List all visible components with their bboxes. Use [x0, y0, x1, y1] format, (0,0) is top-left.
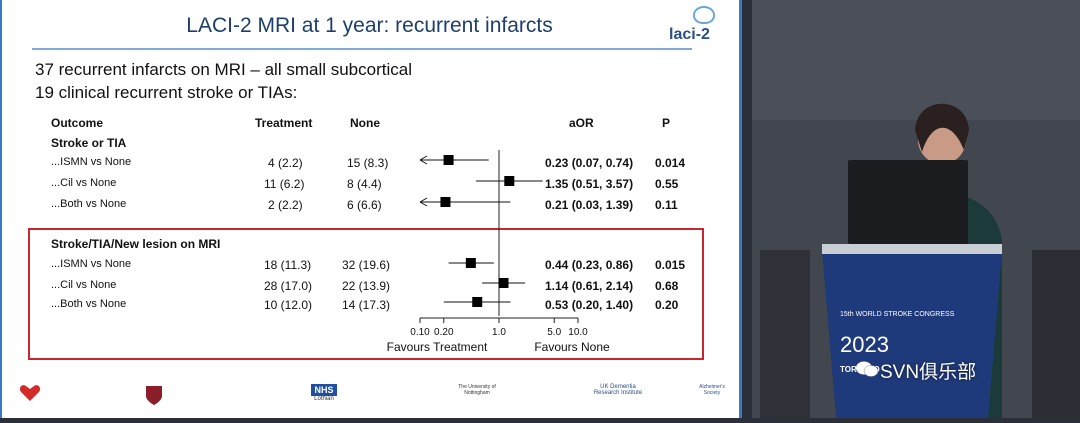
wechat-icon: [856, 361, 878, 377]
row-aor: 1.14 (0.61, 2.14): [545, 279, 634, 293]
summary-line-1: 37 recurrent infarcts on MRI – all small…: [35, 60, 412, 79]
row-treatment: 4 (2.2): [268, 156, 303, 170]
row-none: 6 (6.6): [347, 198, 382, 212]
row-none: 8 (4.4): [347, 177, 382, 191]
podium-text: 15th WORLD STROKE CONGRESS: [840, 311, 955, 318]
favours-treatment-label: Favours Treatment: [387, 340, 488, 354]
row-aor: 1.35 (0.51, 3.57): [545, 177, 634, 191]
x-tick-label: 10.0: [568, 327, 588, 338]
row-label: ...Both vs None: [51, 298, 127, 310]
alzheimers-society-logo: Alzheimer's Society: [699, 384, 725, 396]
point-estimate: [498, 278, 509, 288]
point-estimate: [443, 155, 454, 165]
row-p: 0.68: [655, 279, 679, 293]
laci2-logo: laci-2: [669, 6, 731, 48]
nottingham-logo: The University of Nottingham: [458, 384, 496, 396]
row-aor: 0.44 (0.23, 0.86): [545, 258, 634, 272]
x-tick-label: 0.20: [434, 327, 454, 338]
header-none: None: [350, 116, 380, 130]
row-label: ...Cil vs None: [51, 177, 117, 189]
row-p: 0.20: [655, 298, 679, 312]
row-p: 0.015: [655, 258, 686, 272]
row-none: 15 (8.3): [347, 156, 389, 170]
crest-icon: [146, 386, 162, 405]
header-outcome: Outcome: [51, 116, 104, 130]
nhs-sub: Lothian: [314, 396, 334, 402]
row-treatment: 28 (17.0): [264, 279, 313, 293]
row-none: 32 (19.6): [342, 258, 391, 272]
row-none: 22 (13.9): [342, 279, 391, 293]
row-p: 0.11: [655, 198, 678, 212]
row-treatment: 2 (2.2): [268, 198, 303, 212]
slide-title: LACI-2 MRI at 1 year: recurrent infarcts: [186, 14, 553, 37]
row-aor: 0.53 (0.20, 1.40): [545, 298, 634, 312]
bhf-logo: [10, 384, 50, 412]
nhs-logo: NHS Lothian: [306, 384, 342, 412]
title-divider: [32, 48, 692, 50]
header-treatment: Treatment: [255, 116, 313, 130]
university-crest-logo: [142, 384, 166, 412]
x-tick-label: 5.0: [547, 327, 561, 338]
row-treatment: 18 (11.3): [264, 258, 312, 272]
row-treatment: 11 (6.2): [264, 177, 305, 191]
header-p: P: [662, 116, 671, 130]
heart-icon: [19, 385, 41, 401]
row-none: 14 (17.3): [342, 298, 391, 312]
point-estimate: [440, 197, 451, 207]
ci-arrow: [419, 155, 428, 165]
forest-plot: 0.10 0.20 1.0 5.0 10.0 Favours Treatment Favou…: [387, 150, 610, 354]
nhs-badge: NHS: [311, 384, 337, 396]
row-p: 0.014: [655, 156, 686, 170]
slide: LACI-2 MRI at 1 year: recurrent infarcts…: [0, 0, 742, 418]
mri-outcome-box: [28, 228, 704, 360]
row-label: ...Both vs None: [51, 198, 127, 210]
brain-icon: [693, 6, 715, 24]
row-treatment: 10 (12.0): [264, 298, 313, 312]
point-estimate: [465, 258, 476, 268]
row-label: ...ISMN vs None: [51, 258, 132, 270]
row-aor: 0.21 (0.03, 1.39): [545, 198, 634, 212]
row-label: ...ISMN vs None: [51, 156, 132, 168]
header-aor: aOR: [569, 116, 594, 130]
summary-line-2: 19 clinical recurrent stroke or TIAs:: [35, 83, 298, 102]
row-p: 0.55: [655, 177, 679, 191]
speaker-video-feed: 15th WORLD STROKE CONGRESS 2023 TORONTO: [752, 0, 1080, 418]
watermark-text: SVN俱乐部: [880, 362, 977, 383]
group-title-stroke-tia: Stroke or TIA: [51, 136, 127, 150]
group-title-mri: Stroke/TIA/New lesion on MRI: [51, 237, 221, 251]
row-aor: 0.23 (0.07, 0.74): [545, 156, 634, 170]
x-tick-label: 0.10: [410, 327, 430, 338]
ci-arrow: [419, 197, 428, 207]
speaker-scene: 15th WORLD STROKE CONGRESS 2023 TORONTO: [752, 0, 1080, 418]
row-label: ...Cil vs None: [51, 279, 117, 291]
ukdri-logo: UK Dementia Research Institute: [593, 384, 643, 396]
x-tick-label: 1.0: [492, 327, 506, 338]
favours-none-label: Favours None: [534, 340, 610, 354]
podium-year: 2023: [840, 332, 889, 357]
point-estimate: [472, 297, 483, 307]
brand-text: laci-2: [669, 26, 710, 43]
point-estimate: [504, 176, 515, 186]
